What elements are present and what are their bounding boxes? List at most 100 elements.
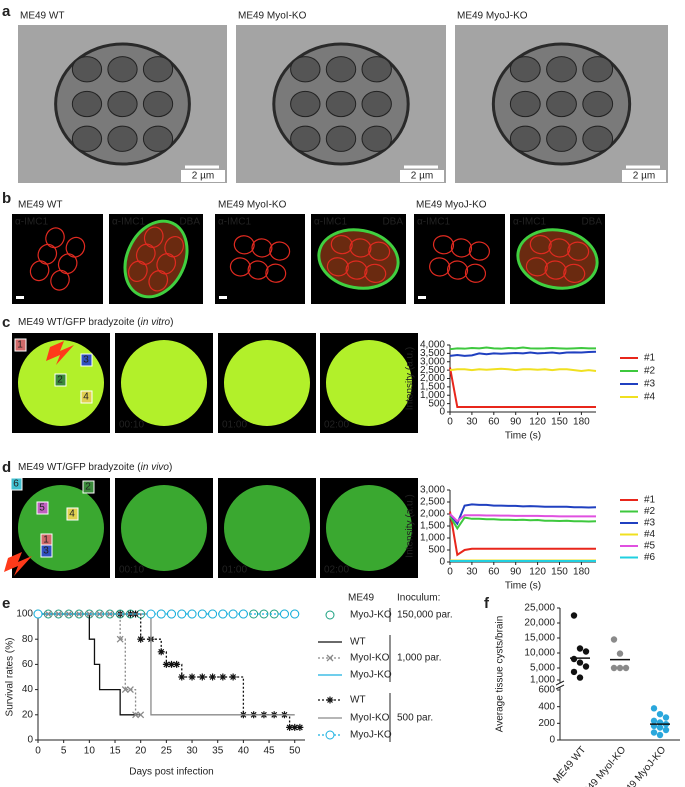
- timestamp: 01:00: [222, 420, 247, 431]
- legend-inoculum: 500 par.: [397, 713, 433, 724]
- cyst: [121, 340, 207, 426]
- y-tick-label: 100: [16, 609, 33, 620]
- legend-label: #2: [644, 506, 656, 517]
- marker: [326, 696, 334, 704]
- x-tick-label: 50: [289, 746, 301, 757]
- scale-bg: [400, 170, 444, 182]
- em-organelle: [290, 90, 321, 118]
- survival-line: [38, 613, 141, 716]
- roi-box: [10, 477, 23, 491]
- x-tick-label: 60: [488, 567, 500, 578]
- title-part: ME49 WT/GFP bradyzoite (: [18, 462, 141, 473]
- cyst: [317, 228, 400, 290]
- x-tick-label: 35: [212, 746, 224, 757]
- cyst: [516, 228, 599, 290]
- marker: [188, 673, 196, 681]
- roi-box: [80, 390, 93, 404]
- data-point: [656, 710, 664, 718]
- stain-label: α-IMC1: [218, 217, 251, 228]
- marker: [290, 609, 300, 619]
- imc1-signal: [251, 238, 273, 258]
- legend-label: #1: [644, 495, 656, 506]
- marker: [296, 723, 304, 731]
- image-title: ME49 WT: [18, 200, 62, 211]
- em-organelle: [509, 125, 541, 152]
- axis-break: [555, 684, 565, 690]
- x-axis-label: Days post infection: [129, 767, 214, 778]
- scale-bg: [181, 170, 225, 182]
- fluor-image: [215, 214, 305, 304]
- data-point: [576, 659, 584, 666]
- y-tick-label: 80: [22, 634, 34, 645]
- y-tick-label: 500: [428, 545, 445, 556]
- image-title: ME49 MyoI-KO: [238, 11, 307, 22]
- y-tick-label: 5,000: [530, 663, 555, 674]
- em-organelle: [582, 90, 614, 118]
- marker: [178, 673, 186, 681]
- marker: [146, 609, 156, 619]
- stain-label: DBA: [179, 217, 200, 228]
- y-tick-label: 2,000: [420, 509, 445, 520]
- x-tick-label: 25: [161, 746, 173, 757]
- legend-label: MyoJ-KO: [350, 610, 392, 621]
- legend-title: Inoculum:: [397, 593, 440, 604]
- imc1-signal: [446, 260, 469, 280]
- data-point: [570, 612, 578, 619]
- series-line: [449, 513, 596, 523]
- y-axis-label: Average tissue cysts/brain: [495, 616, 506, 733]
- em-organelle: [509, 56, 541, 83]
- em-organelle: [107, 56, 138, 83]
- imc1-signal: [156, 253, 177, 275]
- y-tick-label: 1,500: [420, 521, 445, 532]
- x-tick-label: 60: [488, 417, 500, 428]
- imc1-signal: [548, 238, 571, 258]
- y-tick-label: 200: [538, 718, 555, 729]
- stain-label: α-IMC1: [112, 217, 145, 228]
- data-point: [616, 664, 624, 672]
- y-tick-label: 1,000: [420, 533, 445, 544]
- x-tick-label: 180: [573, 567, 590, 578]
- y-tick-label: 1,000: [530, 675, 555, 686]
- dba-wall: [123, 219, 189, 299]
- legend-label: MyoI-KO: [350, 653, 390, 664]
- image-title: ME49 MyoJ-KO: [416, 200, 487, 211]
- y-axis-label: Survival rates (%): [5, 638, 16, 717]
- x-tick-label: 0: [447, 567, 453, 578]
- em-organelle: [509, 90, 541, 118]
- y-tick-label: 20,000: [524, 618, 555, 629]
- data-point: [582, 648, 590, 655]
- image-title: ME49 WT/GFP bradyzoite (in vitro): [18, 317, 173, 328]
- legend-label: #5: [644, 541, 656, 552]
- stain-label: α-IMC1: [417, 217, 450, 228]
- legend-label: #3: [644, 518, 656, 529]
- y-tick-label: 4,000: [420, 340, 445, 351]
- imc1-signal: [345, 260, 368, 280]
- series-line: [449, 515, 597, 531]
- em-organelle: [361, 90, 392, 118]
- marker: [325, 610, 335, 620]
- marker: [291, 723, 299, 731]
- em-organelle: [71, 125, 103, 152]
- data-point: [576, 645, 584, 652]
- timestamp: 02:00: [324, 565, 349, 576]
- stain-label: α-IMC1: [15, 217, 48, 228]
- imc1-signal: [247, 260, 269, 280]
- series-line: [449, 350, 597, 357]
- em-organelle: [325, 56, 357, 83]
- data-point: [622, 664, 630, 672]
- image-title: ME49 MyoJ-KO: [457, 11, 528, 22]
- imc1-signal: [349, 238, 372, 258]
- marker: [228, 609, 238, 619]
- imc1-signal: [57, 253, 78, 275]
- marker: [116, 635, 124, 643]
- imc1-signal: [164, 236, 184, 258]
- marker: [137, 635, 145, 643]
- stain-label: α-IMC1: [513, 217, 546, 228]
- roi-label: 4: [83, 392, 89, 403]
- marker: [238, 609, 248, 619]
- timestamp: 02:00: [324, 420, 349, 431]
- roi-label: 3: [43, 546, 49, 557]
- roi-box: [14, 338, 27, 352]
- roi-box: [54, 373, 67, 387]
- marker: [218, 609, 228, 619]
